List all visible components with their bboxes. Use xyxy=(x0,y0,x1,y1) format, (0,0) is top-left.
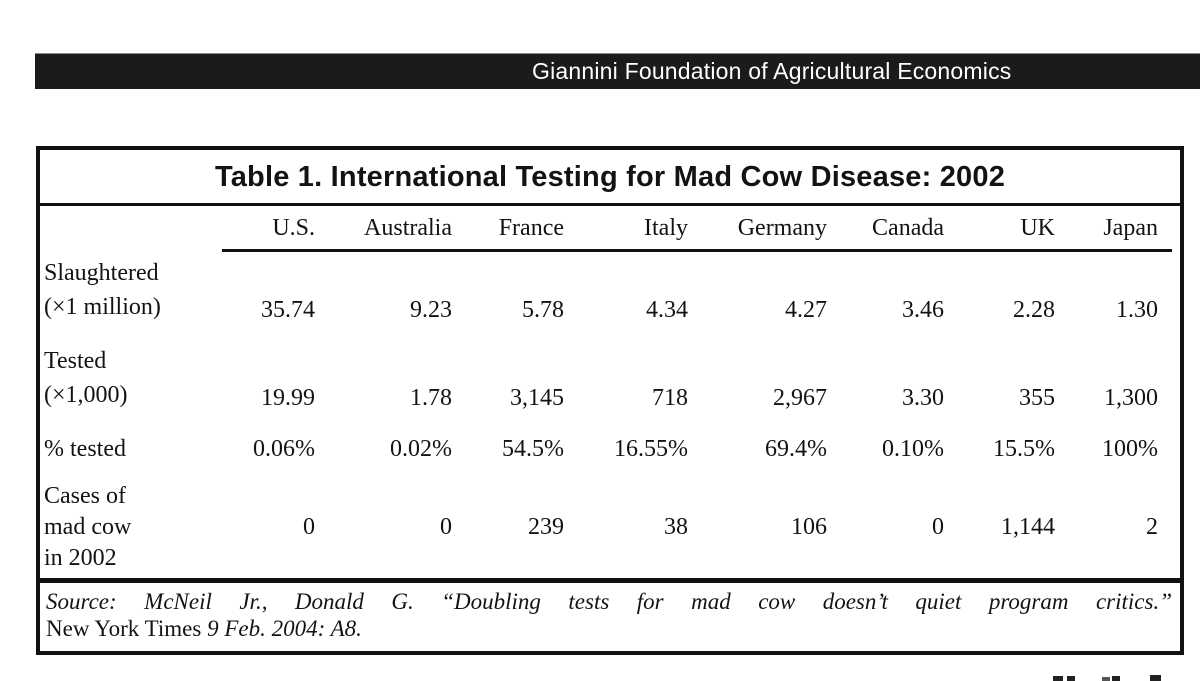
table-cell: 5.78 xyxy=(522,297,564,323)
table-cell: 2,967 xyxy=(773,385,827,411)
table-cell: 4.34 xyxy=(646,297,688,323)
source-publication-name: New York Times xyxy=(46,616,202,641)
cutoff-text-fragment xyxy=(1067,676,1075,681)
row-label-cases: Cases of mad cow in 2002 xyxy=(44,482,132,571)
table-row-tested: Tested (×1,000) 19.99 1.78 3,145 718 2,9… xyxy=(40,334,1158,422)
table-cell: 19.99 xyxy=(261,385,315,411)
table-cell: 69.4% xyxy=(765,435,827,462)
table-row-pct-tested: % tested 0.06% 0.02% 54.5% 16.55% 69.4% … xyxy=(40,422,1158,476)
table-row-slaughtered: Slaughtered (×1 million) 35.74 9.23 5.78… xyxy=(40,246,1158,334)
row-label-slaughtered: Slaughtered (×1 million) xyxy=(44,260,161,320)
table-cell: 1.78 xyxy=(410,385,452,411)
table-cell: 239 xyxy=(528,513,564,540)
cutoff-text-fragment xyxy=(1053,676,1063,681)
header-underline-rule xyxy=(222,249,1172,252)
cutoff-text-fragment xyxy=(1150,675,1161,681)
column-header-france: France xyxy=(498,215,564,241)
table-cell: 54.5% xyxy=(502,435,564,462)
cutoff-text-fragment xyxy=(1102,677,1110,681)
source-citation-line-1: Source: McNeil Jr., Donald G. “Doubling … xyxy=(46,589,1172,614)
journal-header-title: Giannini Foundation of Agricultural Econ… xyxy=(532,58,1012,84)
table-cell: 3.30 xyxy=(902,385,944,411)
column-header-uk: UK xyxy=(1020,215,1055,241)
table-title: Table 1. International Testing for Mad C… xyxy=(40,150,1180,206)
table-cell: 1,144 xyxy=(1001,513,1055,540)
table-1-frame: Table 1. International Testing for Mad C… xyxy=(36,146,1184,655)
table-cell: 0 xyxy=(440,513,452,540)
table-cell: 15.5% xyxy=(993,435,1055,462)
column-header-japan: Japan xyxy=(1103,215,1158,241)
table-cell: 0.02% xyxy=(390,435,452,462)
table-cell: 0.10% xyxy=(882,435,944,462)
table-cell: 3,145 xyxy=(510,385,564,411)
table-cell: 35.74 xyxy=(261,297,315,323)
column-header-us: U.S. xyxy=(272,215,315,241)
table-cell: 4.27 xyxy=(785,297,827,323)
column-header-germany: Germany xyxy=(737,215,827,241)
table-cell: 0 xyxy=(932,513,944,540)
row-label-tested: Tested (×1,000) xyxy=(44,348,128,408)
table-cell: 2 xyxy=(1146,513,1158,540)
source-date-page: 9 Feb. 2004: A8. xyxy=(201,616,362,641)
source-citation-line-2: New York Times 9 Feb. 2004: A8. xyxy=(46,615,1172,642)
table-column-headers: U.S. Australia France Italy Germany Cana… xyxy=(40,206,1158,246)
column-header-canada: Canada xyxy=(872,215,944,241)
journal-header-bar: Giannini Foundation of Agricultural Econ… xyxy=(35,53,1200,89)
cutoff-text-fragment xyxy=(1112,676,1120,681)
table-cell: 3.46 xyxy=(902,297,944,323)
table-cell: 38 xyxy=(664,513,688,540)
table-cell: 100% xyxy=(1102,435,1158,462)
table-cell: 1.30 xyxy=(1116,297,1158,323)
table-cell: 9.23 xyxy=(410,297,452,323)
source-note: Source: McNeil Jr., Donald G. “Doubling … xyxy=(40,578,1180,651)
table-cell: 0.06% xyxy=(253,435,315,462)
table-row-cases: Cases of mad cow in 2002 0 0 239 38 106 … xyxy=(40,476,1158,578)
column-header-italy: Italy xyxy=(644,215,688,241)
row-label-pct-tested: % tested xyxy=(44,436,126,462)
table-cell: 355 xyxy=(1019,385,1055,411)
table-cell: 106 xyxy=(791,513,827,540)
table-cell: 0 xyxy=(303,513,315,540)
table-cell: 2.28 xyxy=(1013,297,1055,323)
table-cell: 16.55% xyxy=(614,435,688,462)
column-header-australia: Australia xyxy=(364,215,452,241)
table-cell: 718 xyxy=(652,385,688,411)
table-cell: 1,300 xyxy=(1104,385,1158,411)
